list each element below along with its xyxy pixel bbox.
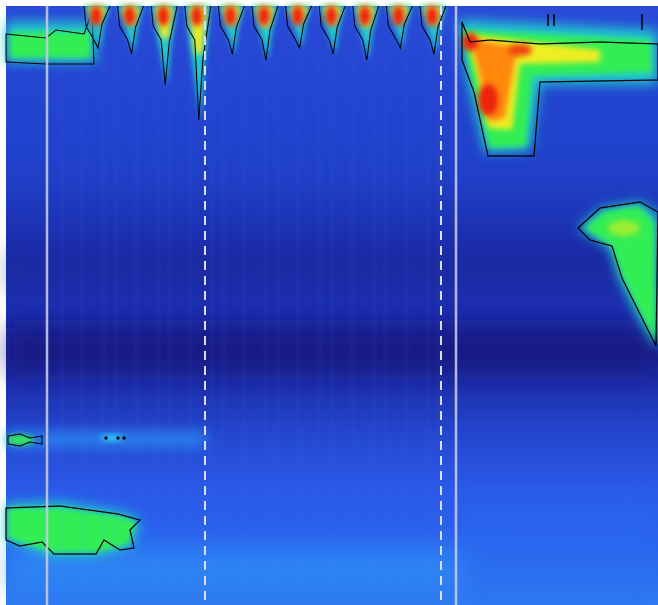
streak — [276, 60, 279, 580]
streak — [189, 60, 192, 580]
heatmap-hot-zone — [5, 11, 96, 65]
streak — [135, 60, 138, 580]
streak — [102, 60, 105, 580]
streak — [210, 60, 213, 580]
swallow-spike — [83, 5, 111, 50]
streak — [114, 60, 117, 580]
streak — [243, 60, 246, 580]
swallow-spike — [285, 5, 313, 50]
streak — [405, 60, 408, 580]
swallow-spike — [318, 5, 346, 55]
vertical-streaks — [60, 60, 441, 580]
streak — [222, 60, 225, 580]
streak — [318, 60, 321, 580]
heatmap-band — [460, 500, 658, 600]
swallow-spike — [217, 5, 245, 55]
streak — [168, 60, 171, 580]
streak — [372, 60, 375, 580]
swallow-spike — [385, 5, 413, 50]
heatmap-hot-zone — [577, 201, 658, 350]
streak — [297, 60, 300, 580]
swallow-spike — [117, 5, 145, 55]
streak — [438, 60, 441, 580]
swallow-spike — [251, 5, 279, 61]
streak — [426, 60, 429, 580]
streak — [351, 60, 354, 580]
swallow-spike — [184, 5, 212, 121]
heatmap-hot-zone — [6, 433, 126, 447]
heatmap-hot-zone — [458, 14, 658, 157]
swallow-spikes — [83, 5, 447, 121]
swallow-spike — [352, 5, 380, 61]
streak — [384, 60, 387, 580]
streak — [60, 60, 63, 580]
streak — [81, 60, 84, 580]
swallow-spike — [150, 5, 178, 86]
streak — [330, 60, 333, 580]
streak — [156, 60, 159, 580]
streak — [264, 60, 267, 580]
swallow-spike — [419, 5, 447, 55]
